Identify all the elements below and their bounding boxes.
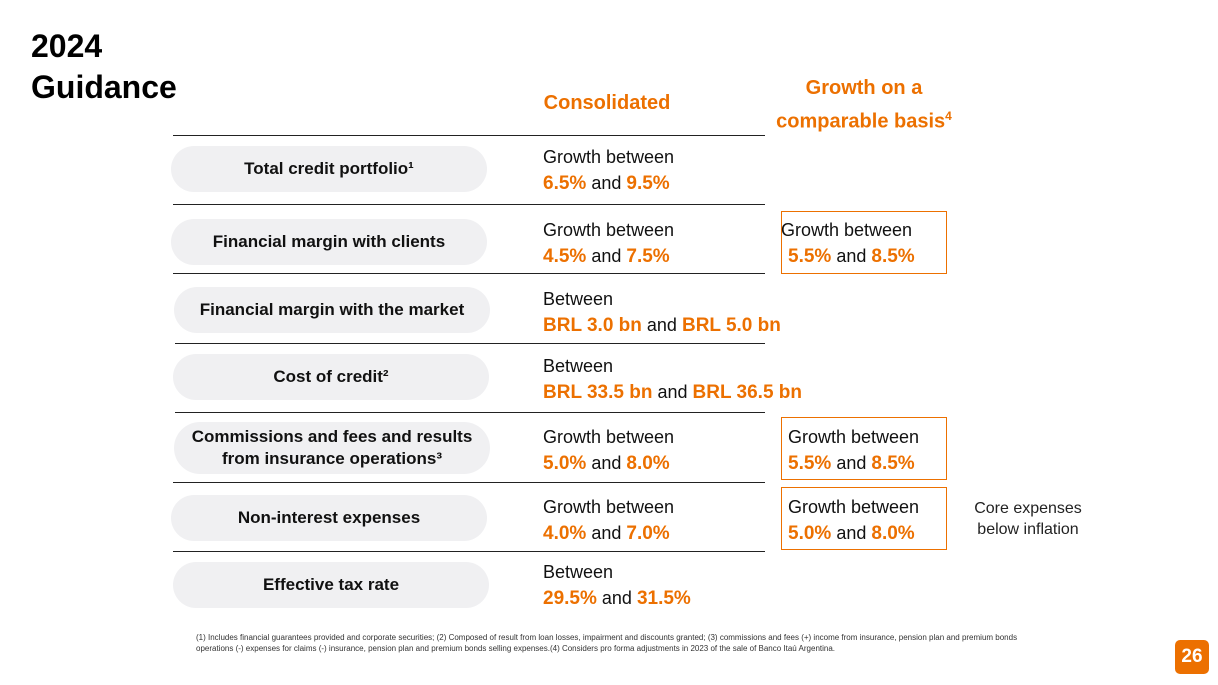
row-label-non-interest-expenses: Non-interest expenses [171, 495, 487, 541]
column-header-consolidated: Consolidated [543, 92, 671, 114]
value-and: and [591, 523, 622, 543]
row-value-cost-of-credit: Between BRL 33.5 bn and BRL 36.5 bn [543, 353, 802, 406]
value-and: and [591, 453, 622, 473]
value-and: and [591, 246, 622, 266]
comparable-line2: comparable basis [776, 110, 946, 133]
value-low: 29.5% [543, 588, 597, 609]
row-value-effective-tax-rate: Between 29.5% and 31.5% [543, 559, 691, 612]
row-value-financial-margin-market: Between BRL 3.0 bn and BRL 5.0 bn [543, 286, 781, 339]
row-value-non-interest-expenses: Growth between 4.0% and 7.0% [543, 494, 674, 547]
comparable-and: and [836, 453, 867, 473]
value-high: 31.5% [636, 588, 691, 609]
value-low: 4.0% [543, 523, 587, 544]
value-high: BRL 5.0 bn [681, 315, 781, 336]
value-high: BRL 36.5 bn [692, 382, 803, 403]
column-header-comparable: Growth on a comparable basis4 [766, 74, 962, 136]
value-and: and [657, 382, 688, 402]
value-low: BRL 33.5 bn [543, 382, 653, 403]
label-line1: Commissions and fees and results [191, 427, 473, 446]
comparable-box-non-interest-expenses [781, 487, 947, 550]
value-prefix: Growth between [543, 220, 675, 240]
row-divider [173, 551, 765, 552]
value-high: 9.5% [626, 173, 670, 194]
comparable-prefix: Growth between [788, 427, 920, 447]
row-value-commissions-fees: Growth between 5.0% and 8.0% [543, 424, 674, 477]
comparable-low: 5.0% [788, 523, 832, 544]
row-divider [173, 204, 765, 205]
value-prefix: Between [543, 356, 614, 376]
row-value-total-credit-portfolio: Growth between 6.5% and 9.5% [543, 144, 674, 197]
row-label-effective-tax-rate: Effective tax rate [173, 562, 489, 608]
comparable-low: 5.5% [788, 453, 832, 474]
value-and: and [591, 173, 622, 193]
value-prefix: Growth between [543, 497, 675, 517]
row-divider [173, 135, 765, 136]
value-prefix: Between [543, 562, 614, 582]
row-label-commissions-fees: Commissions and fees and results from in… [174, 422, 490, 474]
row-label-financial-margin-clients: Financial margin with clients [171, 219, 487, 265]
row-divider [173, 273, 765, 274]
row-label-total-credit-portfolio: Total credit portfolio¹ [171, 146, 487, 192]
row-divider [175, 343, 765, 344]
comparable-line1: Growth on a [805, 77, 923, 99]
comparable-value-commissions-fees: Growth between 5.5% and 8.5% [788, 424, 919, 477]
comparable-high: 8.0% [871, 523, 915, 544]
comparable-box-financial-margin-clients [781, 211, 947, 274]
value-prefix: Between [543, 289, 614, 309]
comparable-prefix: Growth between [781, 220, 913, 240]
value-prefix: Growth between [543, 147, 675, 167]
comparable-high: 8.5% [871, 453, 915, 474]
comparable-low: 5.5% [788, 246, 832, 267]
value-low: 5.0% [543, 453, 587, 474]
page-title: 2024 Guidance [31, 26, 177, 108]
row-label-cost-of-credit: Cost of credit² [173, 354, 489, 400]
value-and: and [646, 315, 677, 335]
comparable-and: and [836, 523, 867, 543]
row-label-financial-margin-market: Financial margin with the market [174, 287, 490, 333]
comparable-sup: 4 [945, 109, 952, 123]
comparable-box-commissions-fees [781, 417, 947, 480]
label-line2: from insurance operations³ [221, 449, 443, 468]
row-divider [173, 482, 765, 483]
comparable-prefix: Growth between [788, 497, 920, 517]
comparable-value-financial-margin-clients: Growth between 5.5% and 8.5% [781, 217, 915, 270]
value-high: 8.0% [626, 453, 670, 474]
value-prefix: Growth between [543, 427, 675, 447]
comparable-high: 8.5% [871, 246, 915, 267]
comparable-value-non-interest-expenses: Growth between 5.0% and 8.0% [788, 494, 919, 547]
value-and: and [601, 588, 632, 608]
value-low: 6.5% [543, 173, 587, 194]
value-low: 4.5% [543, 246, 587, 267]
title-guidance: Guidance [31, 69, 177, 105]
value-low: BRL 3.0 bn [543, 315, 642, 336]
value-high: 7.0% [626, 523, 670, 544]
row-value-financial-margin-clients: Growth between 4.5% and 7.5% [543, 217, 674, 270]
title-year: 2024 [31, 28, 103, 64]
page-number-badge: 26 [1175, 640, 1209, 674]
value-high: 7.5% [626, 246, 670, 267]
comparable-and: and [836, 246, 867, 266]
row-divider [175, 412, 765, 413]
footnote: (1) Includes financial guarantees provid… [196, 633, 1018, 653]
core-expenses-note: Core expenses below inflation [974, 500, 1082, 538]
